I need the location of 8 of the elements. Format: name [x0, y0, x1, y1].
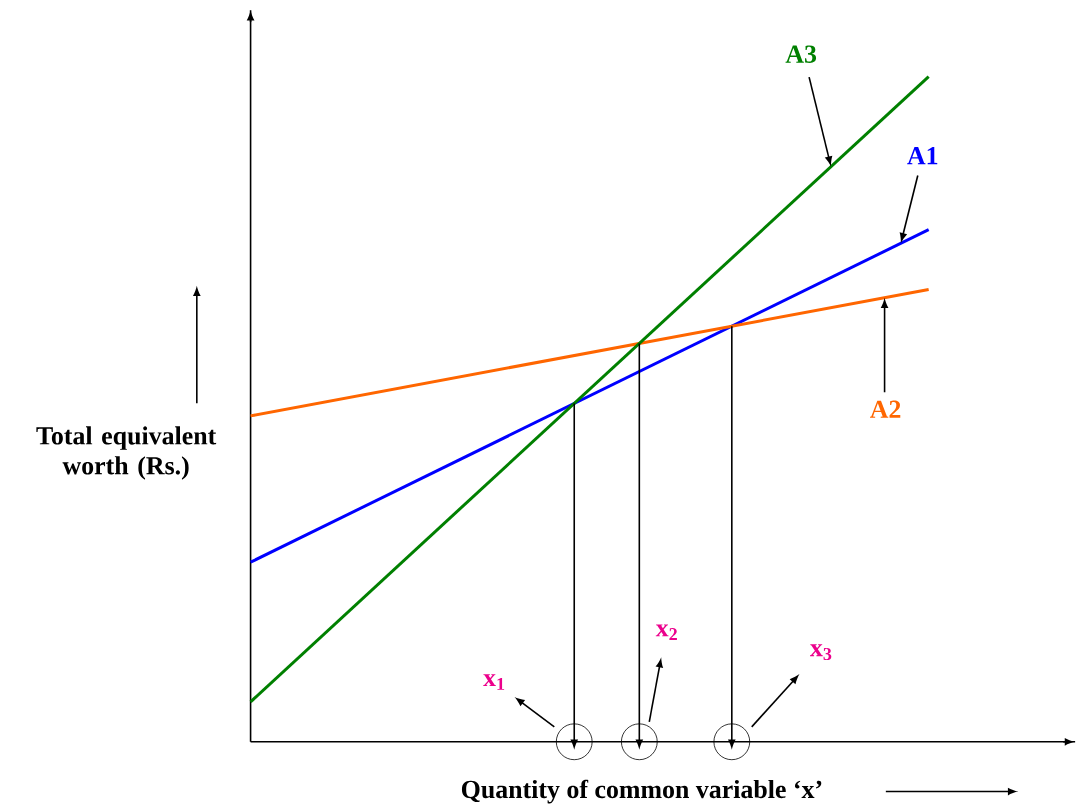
text: A3 — [785, 45, 817, 63]
annotation: x$_{1}$ — [483, 674, 505, 690]
annotation: x$_{3}$ — [810, 644, 832, 661]
annotation: x$_{2}$ — [655, 624, 677, 641]
text: A1 — [907, 147, 938, 165]
text: A2 — [870, 400, 901, 418]
x-axis-title: Quantity of common variable ‘x’ — [461, 779, 822, 804]
y-axis-title: Total equivalent worth (Rs.) — [36, 426, 217, 480]
